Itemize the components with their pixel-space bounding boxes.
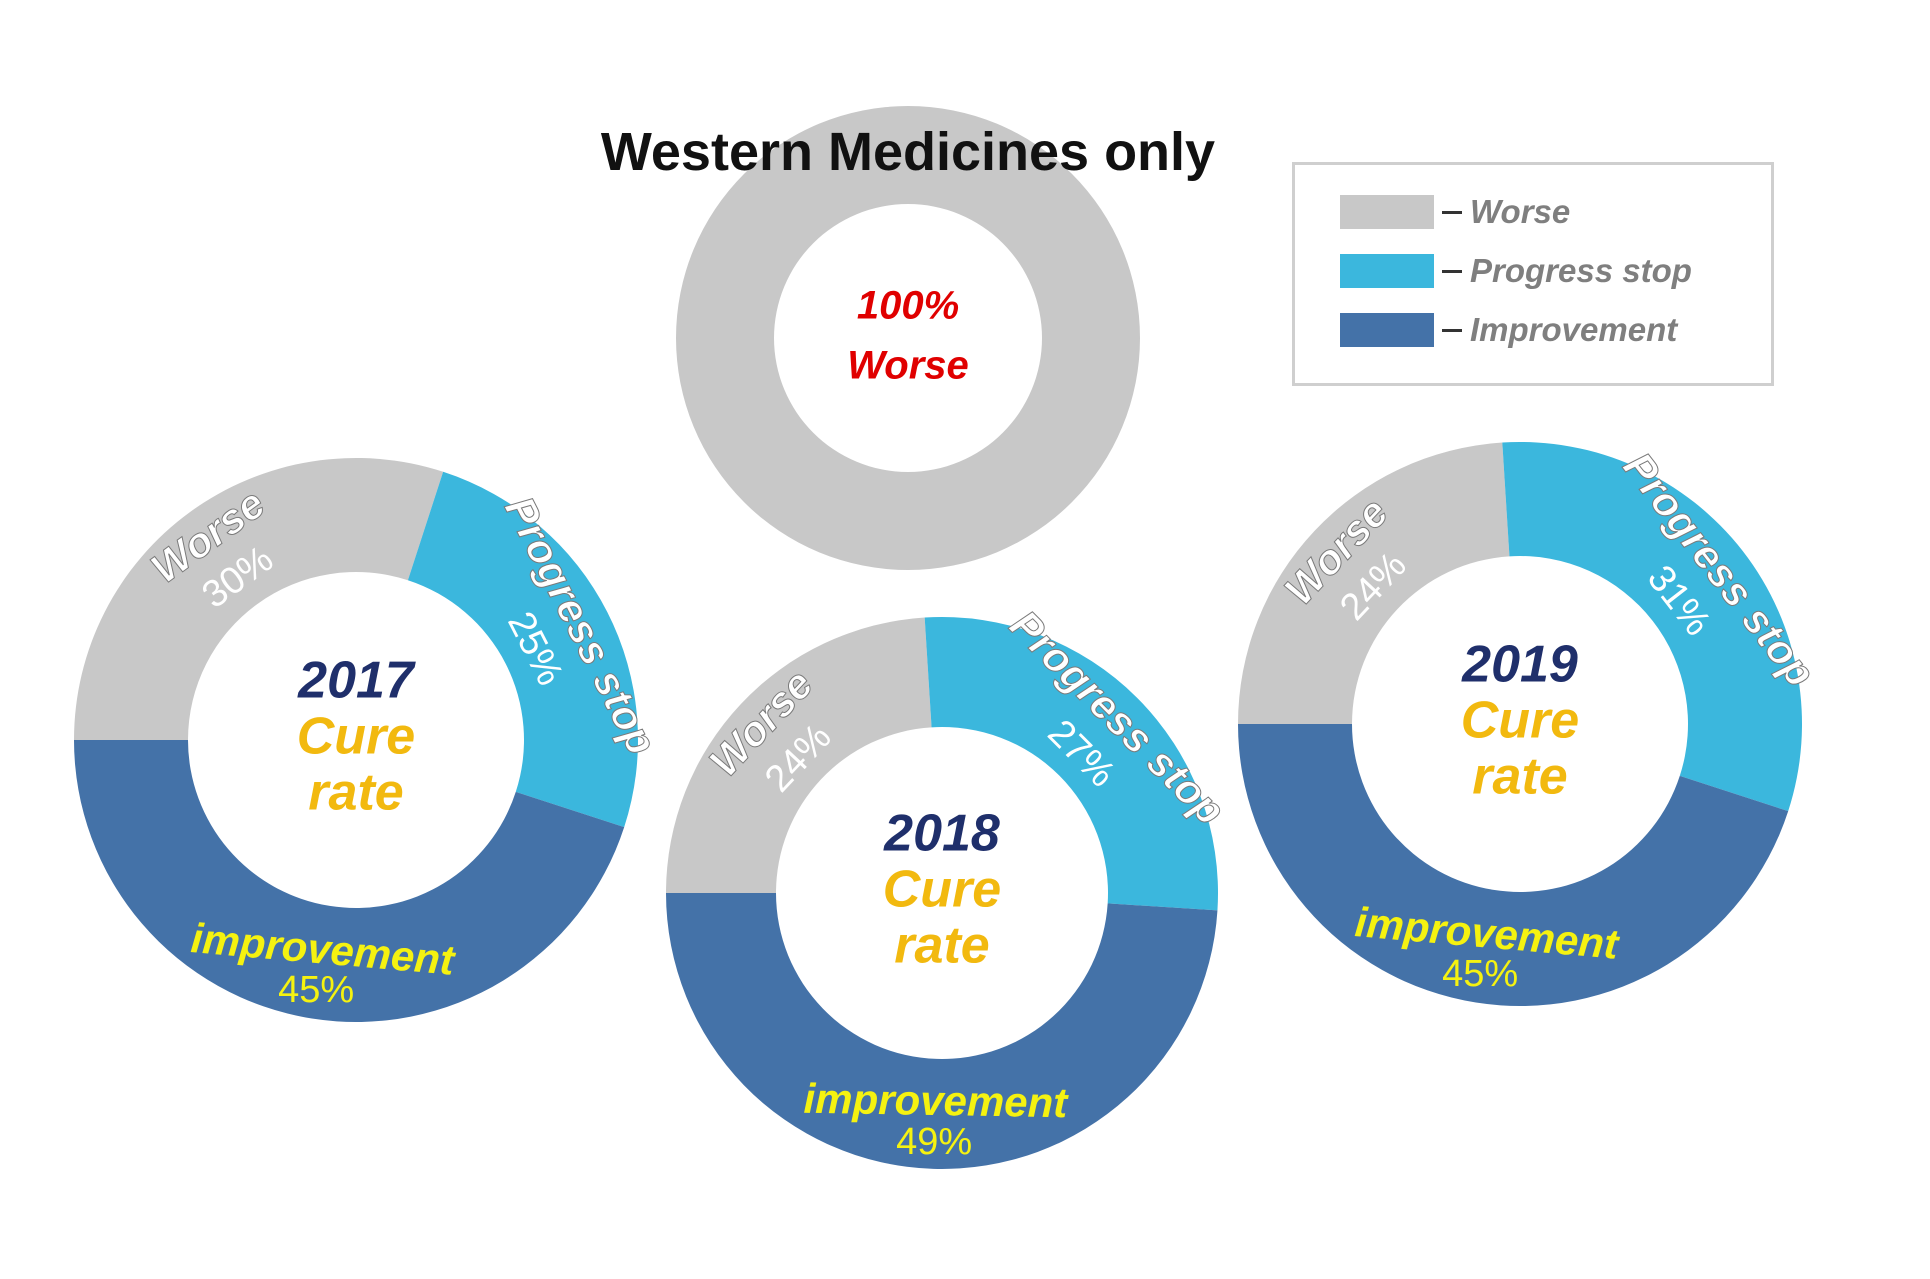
center-text-2019-0: 2019 — [1461, 636, 1578, 694]
slice-label-improvement: improvement — [803, 1075, 1070, 1127]
center-text-2017-0: 2017 — [297, 652, 416, 710]
chart-title: Western Medicines only — [601, 122, 1215, 182]
legend-dash — [1442, 210, 1462, 214]
legend-swatch-progress-stop — [1340, 254, 1434, 288]
slice-worse — [74, 457, 444, 740]
slice-worse — [1238, 442, 1510, 724]
legend-swatch-worse — [1340, 195, 1434, 229]
chart-legend: Worse Progress stop Improvement — [1292, 162, 1774, 386]
center-text-2019-2: rate — [1472, 748, 1567, 806]
legend-label-progress-stop: Progress stop — [1470, 252, 1692, 289]
slice-progress-stop — [924, 617, 1218, 911]
legend-label-improvement: Improvement — [1470, 311, 1678, 348]
donut-chart-western: 100% Worse — [676, 106, 1140, 570]
center-text-western-0: 100% — [857, 284, 959, 328]
center-text-2017-1: Cure — [297, 708, 415, 766]
slice-value-improvement: 45% — [1442, 953, 1518, 995]
slice-improvement — [1238, 724, 1789, 1006]
legend-dash — [1442, 269, 1462, 273]
center-text-2017-2: rate — [308, 764, 403, 822]
slice-progress-stop — [407, 471, 638, 828]
legend-item-improvement: Improvement — [1340, 311, 1678, 348]
slice-value-improvement: 45% — [278, 969, 354, 1011]
legend-label-worse: Worse — [1470, 193, 1571, 230]
legend-dash — [1442, 328, 1462, 332]
slice-progress-stop — [1502, 441, 1803, 812]
center-text-2018-1: Cure — [883, 861, 1001, 919]
center-text-2019-1: Cure — [1461, 692, 1579, 750]
legend-item-progress-stop: Progress stop — [1340, 252, 1692, 289]
center-text-western-1: Worse — [847, 344, 969, 388]
slice-worse — [676, 106, 1140, 570]
center-text-2018-0: 2018 — [883, 805, 1000, 863]
slice-worse — [666, 617, 932, 893]
slice-improvement — [666, 893, 1218, 1169]
slice-improvement — [74, 740, 625, 1022]
legend-item-worse: Worse — [1340, 193, 1571, 230]
slice-value-improvement: 49% — [896, 1121, 972, 1163]
legend-swatch-improvement — [1340, 313, 1434, 347]
center-text-2018-2: rate — [894, 917, 989, 975]
